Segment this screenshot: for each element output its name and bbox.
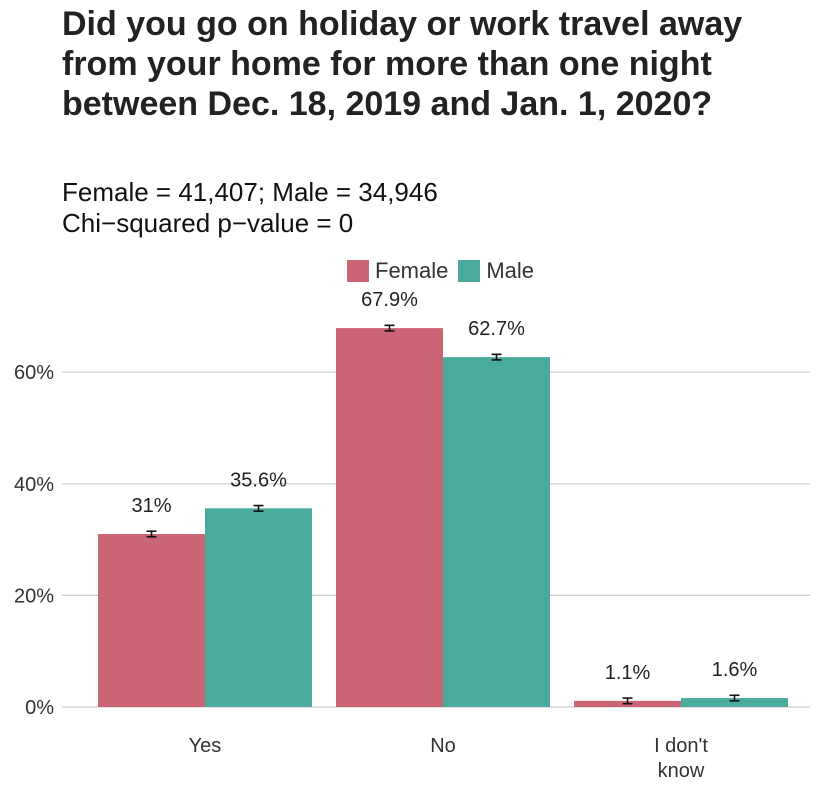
x-category-label-2-line-0: I don't bbox=[654, 735, 708, 757]
y-tick-label-40: 40% bbox=[14, 474, 54, 496]
y-tick-label-20: 20% bbox=[14, 585, 54, 607]
bar-female-1 bbox=[336, 328, 443, 707]
y-tick-label-0: 0% bbox=[25, 697, 54, 719]
subtitle-p-value: Chi−squared p−value = 0 bbox=[62, 208, 354, 238]
y-tick-label-60: 60% bbox=[14, 362, 54, 384]
value-label-female-1: 67.9% bbox=[361, 289, 418, 311]
bar-female-0 bbox=[98, 534, 205, 707]
value-label-male-1: 62.7% bbox=[468, 318, 525, 340]
value-label-male-2: 1.6% bbox=[712, 659, 758, 681]
bar-male-0 bbox=[205, 508, 312, 707]
x-category-label-2-line-1: know bbox=[658, 760, 705, 782]
value-label-female-0: 31% bbox=[131, 495, 171, 517]
chart-title: Did you go on holiday or work travel awa… bbox=[62, 5, 743, 123]
x-category-label-0-line-0: Yes bbox=[189, 735, 222, 757]
legend-swatch-female bbox=[347, 260, 369, 282]
x-category-label-1-line-0: No bbox=[430, 735, 456, 757]
bar-male-1 bbox=[443, 357, 550, 707]
value-label-male-0: 35.6% bbox=[230, 469, 287, 491]
value-label-female-2: 1.1% bbox=[605, 662, 651, 684]
legend-item-male: Male bbox=[458, 258, 534, 284]
legend-label-male: Male bbox=[486, 258, 535, 283]
legend-item-female: Female bbox=[347, 258, 448, 284]
chart-legend: Female Male bbox=[347, 258, 544, 284]
chart-subtitle: Female = 41,407; Male = 34,946 Chi−squar… bbox=[62, 177, 438, 239]
legend-swatch-male bbox=[458, 260, 481, 282]
legend-label-female: Female bbox=[375, 258, 449, 283]
subtitle-sample-sizes: Female = 41,407; Male = 34,946 bbox=[62, 177, 438, 207]
bar-male-2 bbox=[681, 698, 788, 707]
